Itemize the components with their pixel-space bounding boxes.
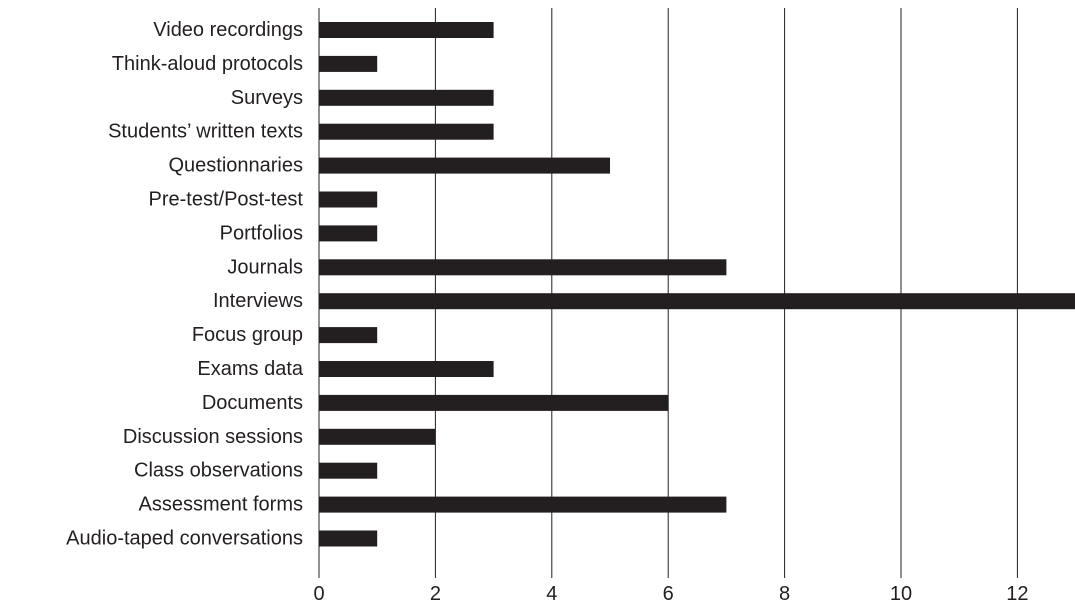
category-label: Portfolios [220,222,303,244]
bar [319,428,436,445]
x-tick-label: 4 [546,583,557,605]
category-label: Exams data [197,358,303,380]
x-tick-labels: 0 2 4 6 8 10 12 [313,583,1028,605]
category-label: Focus group [192,324,303,346]
category-label: Interviews [213,290,303,312]
x-tick-label: 12 [1006,583,1028,605]
category-label: Video recordings [153,19,303,41]
category-label: Think-aloud protocols [112,53,303,75]
x-tick-label: 8 [779,583,790,605]
category-label: Students’ written texts [108,121,303,143]
category-label: Documents [202,392,303,414]
category-label: Pre-test/Post-test [149,189,304,211]
category-label: Discussion sessions [123,426,303,448]
bar [319,361,494,377]
category-label: Class observations [134,460,303,482]
bar [319,89,494,106]
category-labels: Video recordings Think-aloud protocols Sur… [66,19,304,550]
bars [319,22,1075,547]
bar [319,496,727,513]
bar [319,191,378,208]
category-label: Surveys [231,87,303,109]
bar [319,55,378,72]
bar [319,157,610,174]
bar [319,225,378,242]
bar [319,123,494,140]
x-tick-label: 2 [430,583,441,605]
category-label: Audio-taped conversations [66,528,303,550]
bar [319,394,669,411]
bar [319,22,494,38]
bar [319,530,378,547]
category-label: Journals [227,256,303,278]
category-label: Assessment forms [139,494,303,516]
category-label: Questionnaries [168,155,303,177]
bar [319,259,727,276]
bar [319,293,1075,310]
x-tick-label: 6 [663,583,674,605]
bar [319,327,378,344]
bar [319,462,378,479]
x-tick-label: 10 [890,583,912,605]
x-tick-label: 0 [313,583,324,605]
